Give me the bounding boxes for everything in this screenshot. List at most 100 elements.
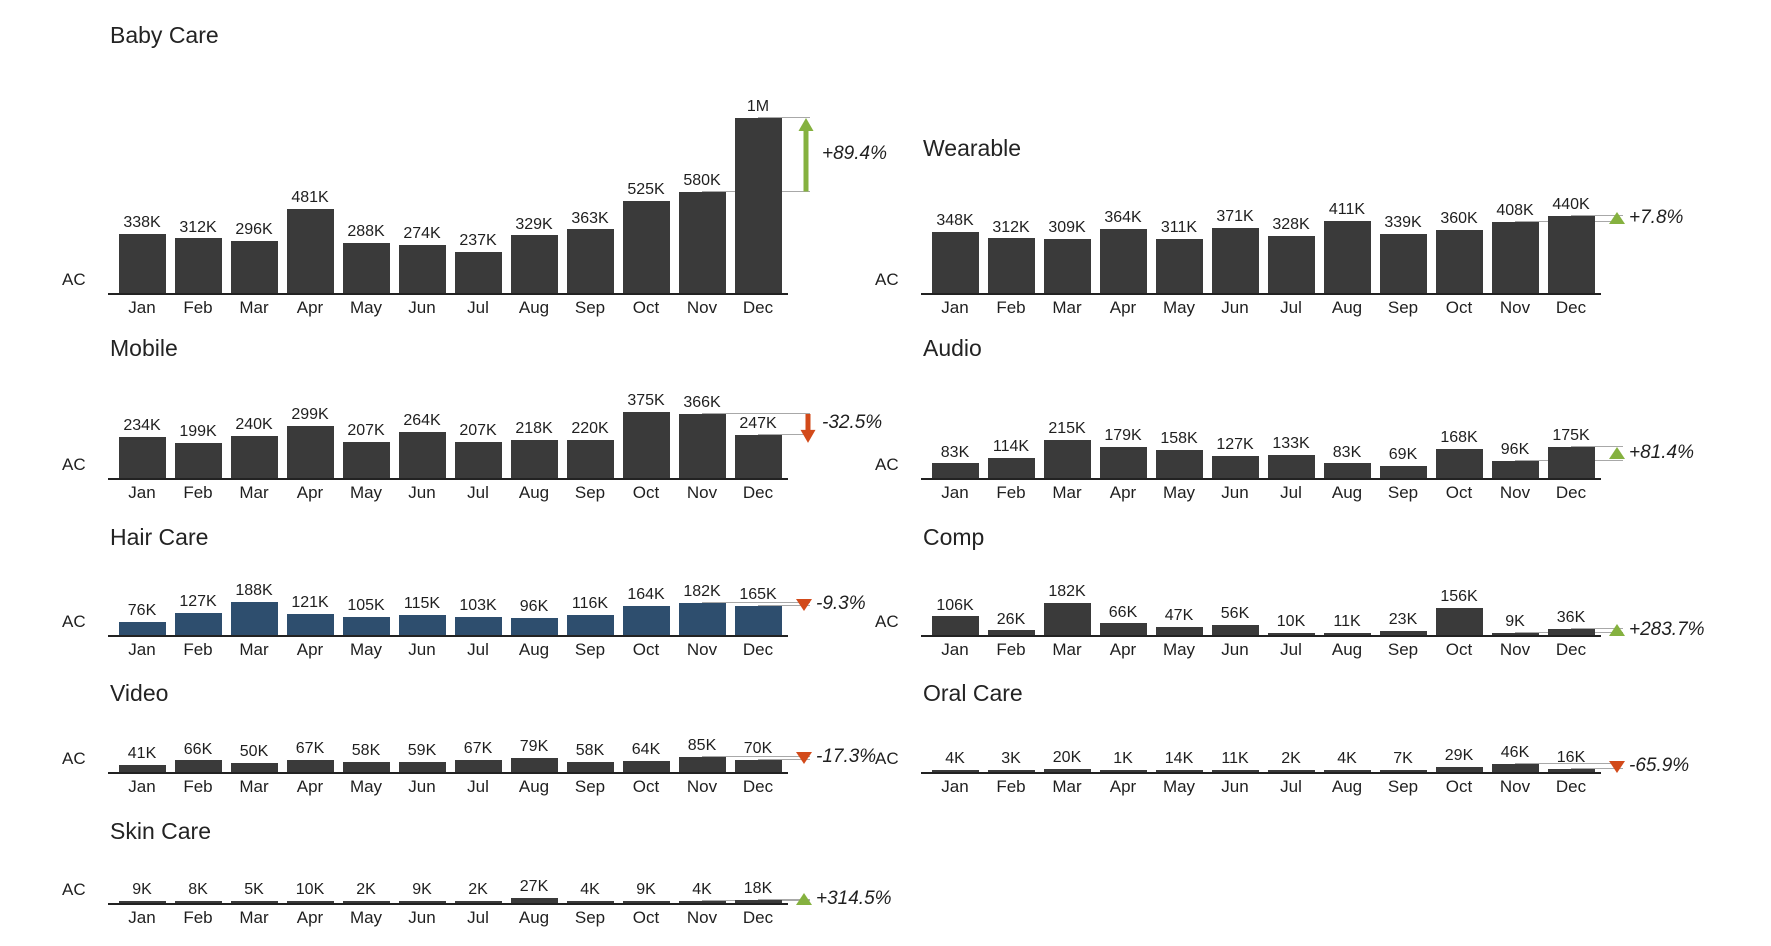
bar[interactable] — [1323, 633, 1371, 635]
bar[interactable] — [118, 621, 166, 635]
bar[interactable] — [1099, 446, 1147, 478]
bar[interactable] — [1267, 454, 1315, 478]
bar[interactable] — [174, 760, 222, 772]
bar[interactable] — [1099, 623, 1147, 635]
bar[interactable] — [398, 761, 446, 772]
bar[interactable] — [566, 761, 614, 772]
bar[interactable] — [230, 436, 278, 478]
bar[interactable] — [1547, 447, 1595, 478]
bar[interactable] — [931, 232, 979, 293]
bar[interactable] — [566, 614, 614, 635]
bar[interactable] — [1491, 221, 1539, 293]
bar[interactable] — [1379, 630, 1427, 635]
bar[interactable] — [1547, 628, 1595, 635]
bar[interactable] — [678, 603, 726, 635]
bar[interactable] — [734, 606, 782, 635]
bar[interactable] — [622, 606, 670, 635]
bar[interactable] — [398, 245, 446, 293]
bar[interactable] — [1379, 770, 1427, 772]
bar[interactable] — [1547, 216, 1595, 293]
bar[interactable] — [286, 613, 334, 635]
bar[interactable] — [931, 616, 979, 635]
bar[interactable] — [1155, 450, 1203, 478]
bar[interactable] — [931, 463, 979, 478]
bar[interactable] — [230, 241, 278, 293]
bar[interactable] — [566, 901, 614, 903]
bar[interactable] — [342, 616, 390, 635]
bar[interactable] — [454, 760, 502, 772]
bar[interactable] — [1323, 221, 1371, 293]
bar[interactable] — [566, 229, 614, 293]
bar[interactable] — [342, 242, 390, 293]
bar[interactable] — [931, 770, 979, 772]
bar[interactable] — [1379, 465, 1427, 478]
bar[interactable] — [1211, 228, 1259, 293]
bar[interactable] — [174, 238, 222, 293]
bar[interactable] — [1043, 768, 1091, 772]
bar[interactable] — [734, 899, 782, 903]
bar[interactable] — [510, 758, 558, 772]
bar[interactable] — [286, 425, 334, 478]
bar[interactable] — [230, 901, 278, 903]
bar[interactable] — [1435, 230, 1483, 293]
bar[interactable] — [987, 238, 1035, 293]
bar[interactable] — [1547, 769, 1595, 772]
bar[interactable] — [1267, 633, 1315, 635]
bar[interactable] — [1211, 625, 1259, 635]
bar[interactable] — [1435, 448, 1483, 478]
bar[interactable] — [566, 439, 614, 478]
bar[interactable] — [1323, 463, 1371, 478]
bar[interactable] — [1491, 633, 1539, 635]
bar[interactable] — [1043, 440, 1091, 478]
bar[interactable] — [510, 439, 558, 478]
bar[interactable] — [454, 901, 502, 903]
bar[interactable] — [510, 898, 558, 903]
bar[interactable] — [1043, 603, 1091, 635]
bar[interactable] — [454, 441, 502, 478]
bar[interactable] — [118, 764, 166, 772]
bar[interactable] — [1211, 770, 1259, 772]
bar[interactable] — [1267, 235, 1315, 293]
bar[interactable] — [286, 760, 334, 772]
bar[interactable] — [678, 191, 726, 293]
bar[interactable] — [1379, 233, 1427, 293]
bar[interactable] — [734, 759, 782, 772]
bar[interactable] — [678, 413, 726, 478]
bar[interactable] — [454, 251, 502, 293]
bar[interactable] — [987, 630, 1035, 635]
bar[interactable] — [734, 434, 782, 478]
bar[interactable] — [398, 431, 446, 478]
bar[interactable] — [342, 761, 390, 772]
bar[interactable] — [1267, 770, 1315, 772]
bar[interactable] — [1435, 607, 1483, 635]
bar[interactable] — [510, 235, 558, 293]
bar[interactable] — [174, 901, 222, 903]
bar[interactable] — [678, 901, 726, 903]
bar[interactable] — [987, 770, 1035, 772]
bar[interactable] — [1099, 770, 1147, 772]
bar[interactable] — [622, 901, 670, 903]
bar[interactable] — [230, 602, 278, 635]
bar[interactable] — [230, 763, 278, 772]
bar[interactable] — [1211, 455, 1259, 478]
bar[interactable] — [118, 901, 166, 903]
bar[interactable] — [342, 441, 390, 478]
bar[interactable] — [1323, 770, 1371, 772]
bar[interactable] — [286, 901, 334, 903]
bar[interactable] — [1435, 766, 1483, 772]
bar[interactable] — [1155, 626, 1203, 635]
bar[interactable] — [342, 901, 390, 903]
bar[interactable] — [174, 612, 222, 635]
bar[interactable] — [622, 760, 670, 772]
bar[interactable] — [510, 618, 558, 635]
bar[interactable] — [734, 118, 782, 293]
bar[interactable] — [398, 614, 446, 635]
bar[interactable] — [987, 458, 1035, 478]
bar[interactable] — [678, 757, 726, 772]
bar[interactable] — [622, 201, 670, 293]
bar[interactable] — [174, 443, 222, 478]
bar[interactable] — [1491, 461, 1539, 478]
bar[interactable] — [118, 233, 166, 293]
bar[interactable] — [454, 616, 502, 635]
bar[interactable] — [622, 412, 670, 478]
